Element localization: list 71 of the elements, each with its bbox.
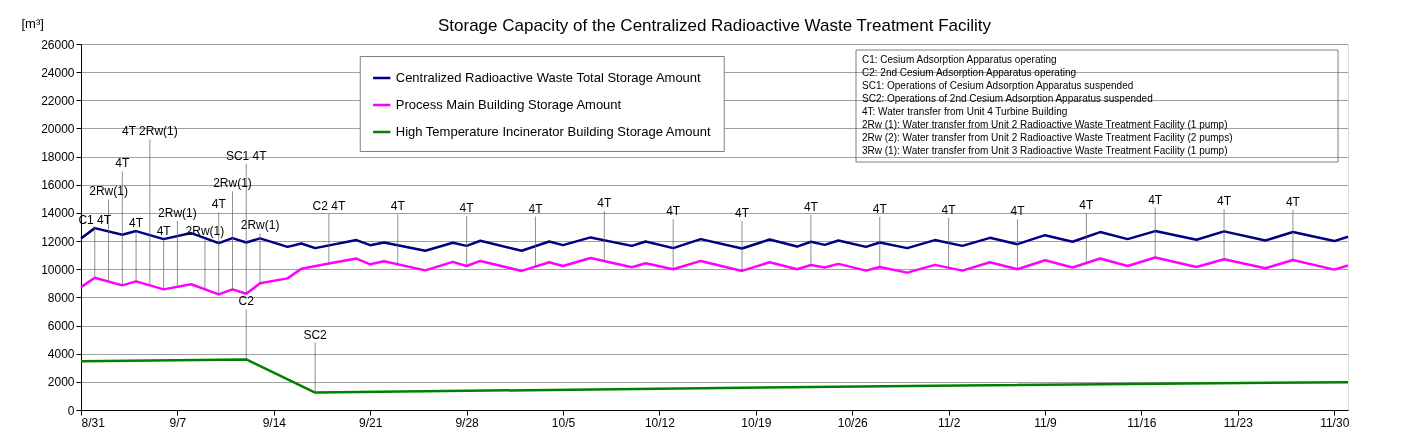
annotation: 4T xyxy=(129,216,144,231)
y-tick-label: 2000 xyxy=(47,375,75,390)
annotation: 4T xyxy=(941,202,957,217)
y-tick-label: 10000 xyxy=(41,262,75,277)
y-tick-label: 14000 xyxy=(41,206,75,221)
x-tick-label: 11/30 xyxy=(1320,415,1350,430)
y-tick-label: 0 xyxy=(67,403,75,418)
y-axis-title: [m³] xyxy=(21,15,44,31)
x-tick-label: 9/14 xyxy=(262,415,287,430)
x-tick-label: 9/21 xyxy=(359,415,383,430)
x-tick-label: 9/28 xyxy=(455,415,480,430)
line-series xyxy=(79,256,1350,296)
x-tick-label: 10/12 xyxy=(644,415,676,430)
annotation: 3Rw (1): Water transfer from Unit 3 Radioactive Waste Treatment Facility (1 pump) xyxy=(862,145,1228,156)
legend-label: Process Main Building Storage Amount xyxy=(395,97,622,112)
x-tick-label: 11/16 xyxy=(1127,415,1157,430)
annotation: 4T xyxy=(735,205,750,220)
annotation: 2Rw(1) xyxy=(89,184,128,199)
annotation: 2Rw(1) xyxy=(213,176,252,191)
x-tick-label: 8/31 xyxy=(81,415,106,430)
x-tick-label: 9/7 xyxy=(169,415,187,430)
annotation: SC1: Operations of Cesium Adsorption Apparatus suspended xyxy=(862,80,1134,91)
y-tick-label: 6000 xyxy=(47,319,75,334)
annotation: 4T xyxy=(156,224,172,239)
y-tick-label: 20000 xyxy=(41,121,75,136)
annotation: C2: 2nd Cesium Adsorption Apparatus operating xyxy=(862,67,1077,78)
annotation: 4T xyxy=(597,196,612,211)
x-tick-label: 11/9 xyxy=(1034,415,1058,430)
x-tick-label: 10/26 xyxy=(837,415,869,430)
y-tick-label: 24000 xyxy=(41,65,75,80)
y-tick-label: 16000 xyxy=(41,178,75,193)
annotation: 4T: Water transfer from Unit 4 Turbine Building xyxy=(862,106,1068,117)
annotation: 4T xyxy=(115,156,130,171)
annotation: SC2 xyxy=(303,327,328,342)
annotation: 2Rw (1): Water transfer from Unit 2 Radioactive Waste Treatment Facility (1 pump) xyxy=(862,119,1228,130)
annotation: 4T xyxy=(390,199,406,214)
x-tick-label: 10/19 xyxy=(741,415,772,430)
annotation: 2Rw (2): Water transfer from Unit 2 Radioactive Waste Treatment Facility (2 pumps) xyxy=(862,132,1233,143)
annotation: C1: Cesium Adsorption Apparatus operating xyxy=(862,54,1057,65)
annotation: 4T xyxy=(1148,192,1163,207)
annotation: 2Rw(1) xyxy=(240,218,280,233)
annotation: 4T xyxy=(1217,194,1232,209)
legend-label: Centralized Radioactive Waste Total Storage Amount xyxy=(395,70,702,85)
annotation: 2Rw(1) xyxy=(158,205,197,220)
annotation: C2 4T xyxy=(312,198,346,213)
annotation: 4T xyxy=(666,204,681,219)
y-tick-label: 22000 xyxy=(41,93,75,108)
legend-label: High Temperature Incinerator Building Storage Amount xyxy=(395,124,711,139)
x-tick-label: 11/23 xyxy=(1223,415,1254,430)
y-tick-label: 18000 xyxy=(41,150,75,165)
annotation: 4T xyxy=(872,201,888,216)
x-tick-label: 10/5 xyxy=(551,415,576,430)
annotation: 4T xyxy=(211,197,227,212)
line-series xyxy=(79,358,1350,394)
annotation: SC2: Operations of 2nd Cesium Adsorption Apparatus suspended xyxy=(862,93,1153,104)
annotation: 4T xyxy=(1285,194,1301,209)
annotation: C2 xyxy=(238,294,255,309)
y-tick-label: 12000 xyxy=(41,234,75,249)
annotation: 4T xyxy=(459,200,475,215)
annotation: 2Rw(1) xyxy=(185,224,225,239)
annotation: 4T xyxy=(528,201,544,216)
annotation: SC1 4T xyxy=(225,148,268,163)
annotation: 4T xyxy=(1079,198,1094,213)
chart-title: Storage Capacity of the Centralized Radioactive Waste Treatment Facility xyxy=(437,16,992,35)
y-tick-label: 26000 xyxy=(41,37,75,52)
y-tick-label: 8000 xyxy=(47,290,75,305)
annotation: 4T xyxy=(803,200,819,215)
x-tick-label: 11/2 xyxy=(937,415,961,430)
y-tick-label: 4000 xyxy=(47,347,75,362)
annotation: 4T 2Rw(1) xyxy=(121,124,178,139)
annotation: 4T xyxy=(1010,204,1026,219)
